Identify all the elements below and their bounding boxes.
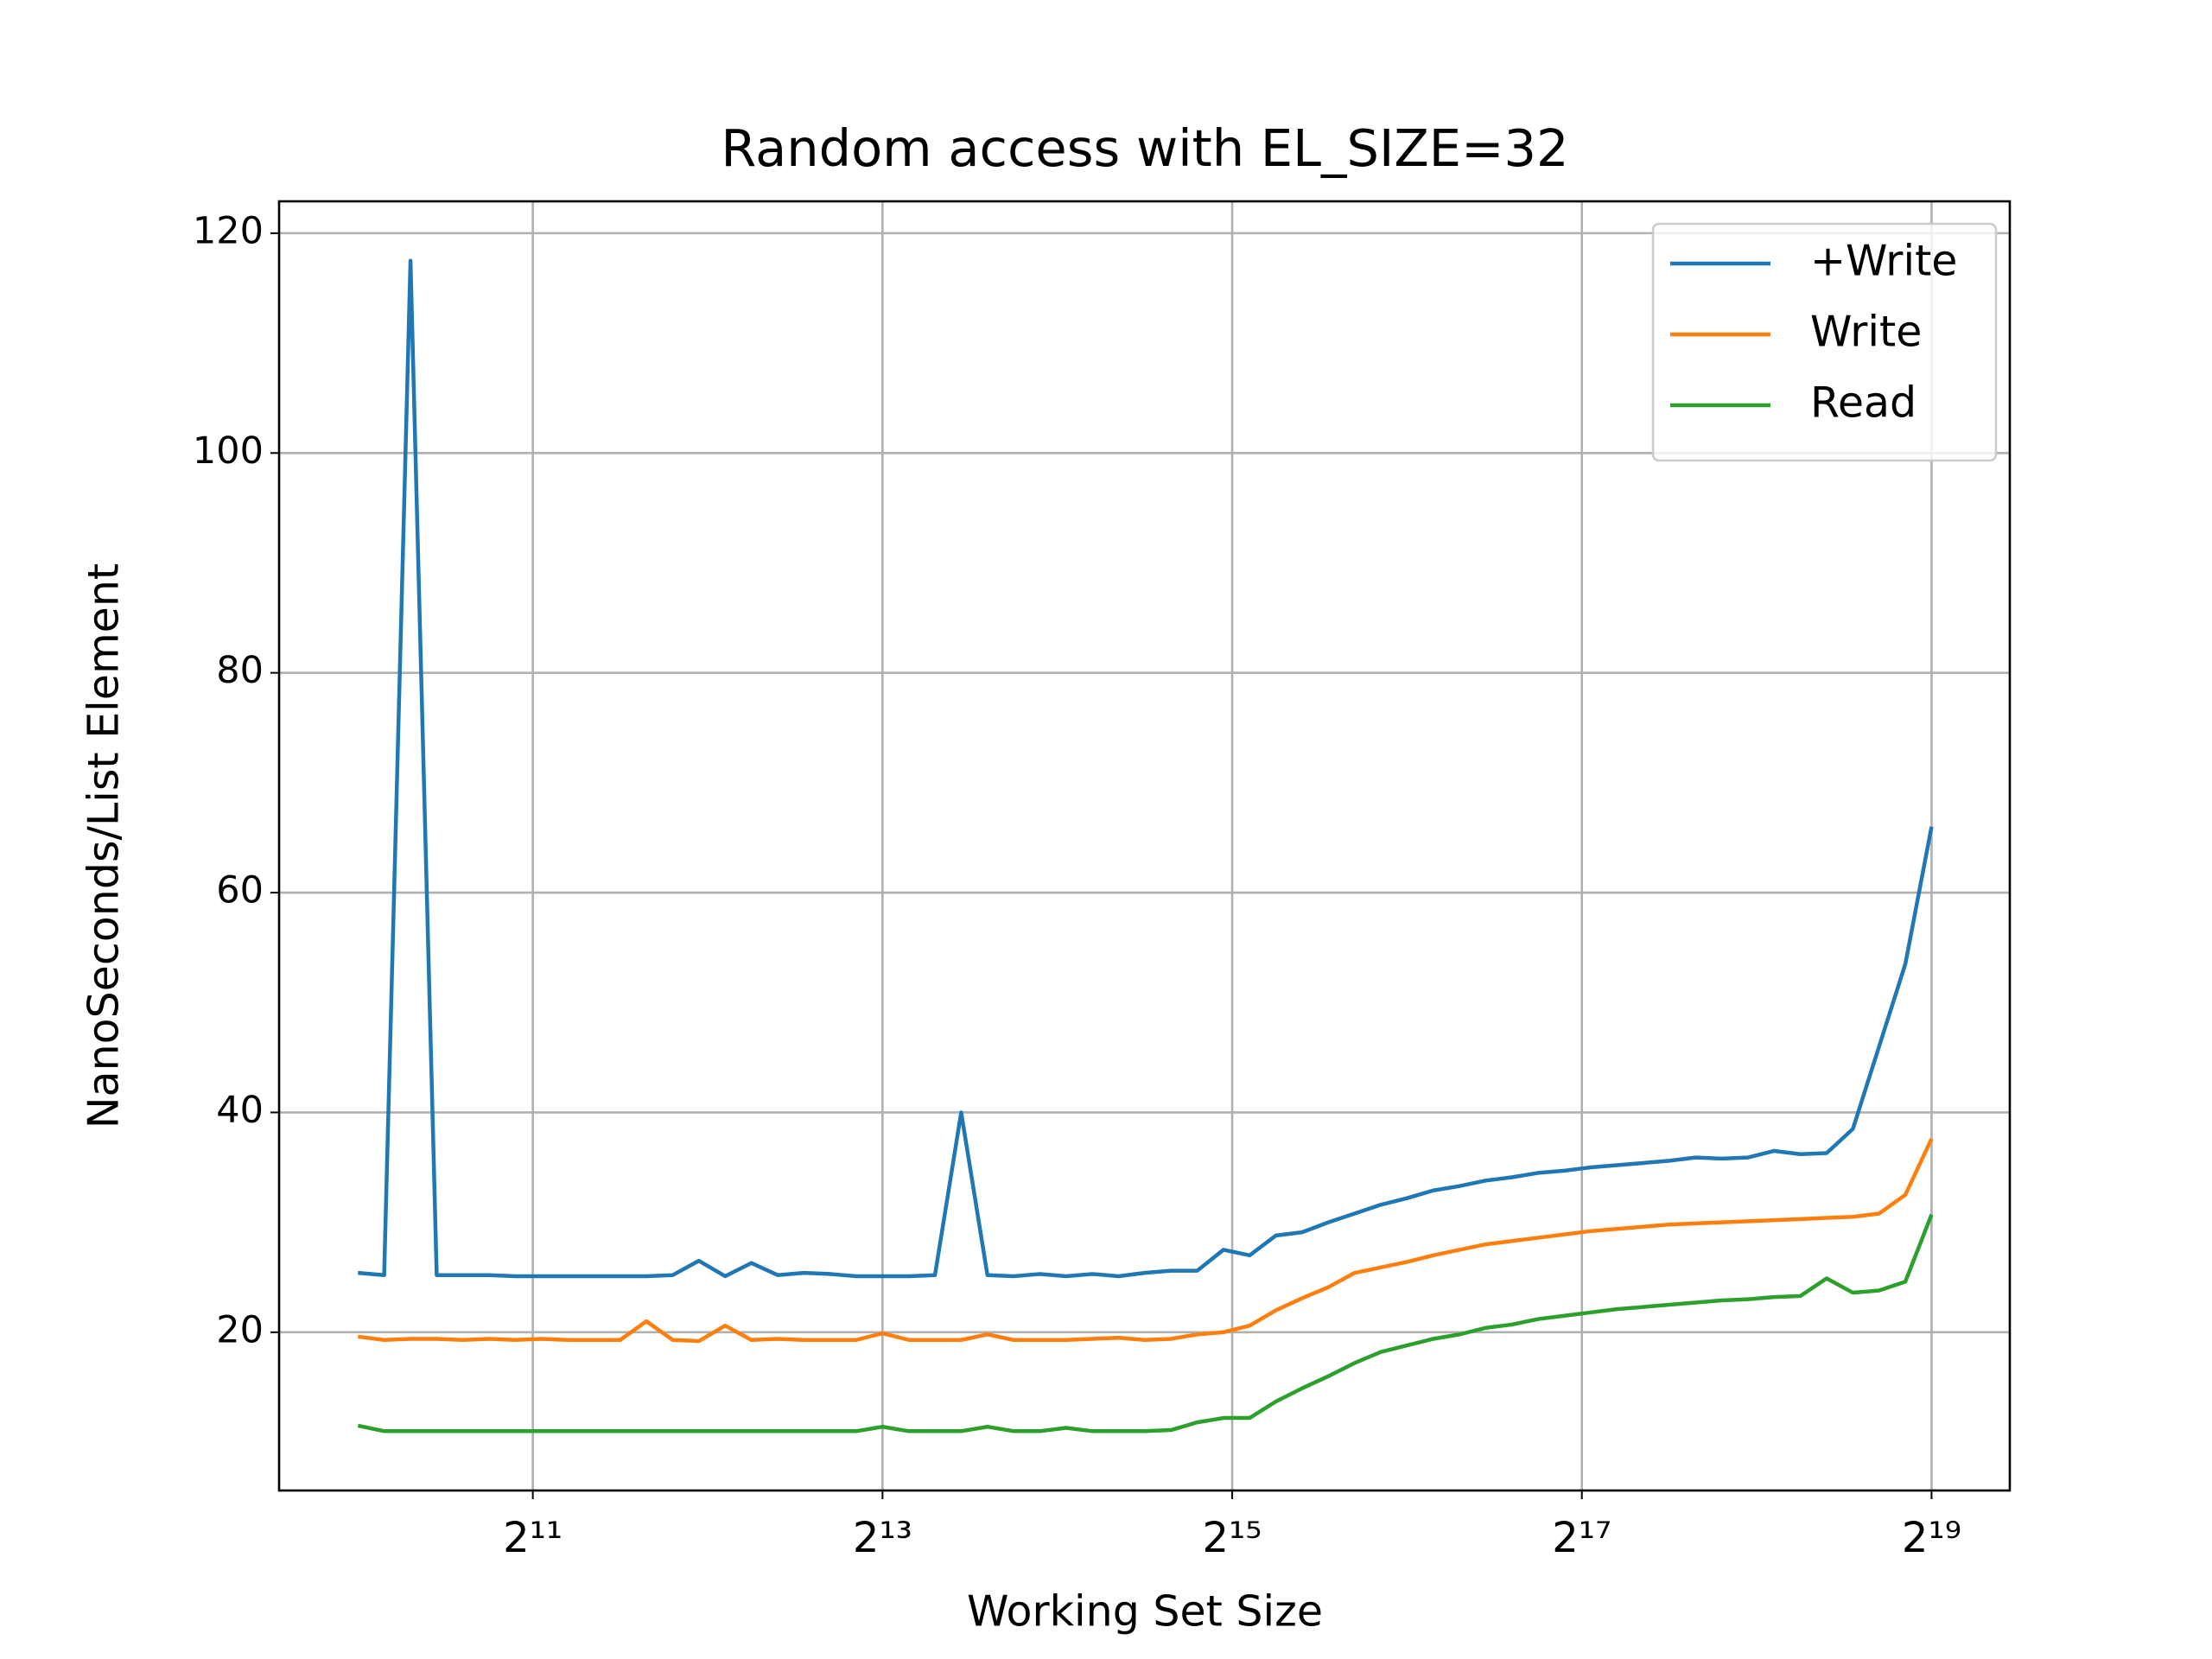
legend-label: Write (1810, 308, 1922, 357)
x-tick-label: 2¹⁹ (1902, 1514, 1961, 1562)
x-tick-label: 2¹³ (853, 1514, 912, 1562)
legend-box (1651, 222, 1998, 462)
x-tick-label: 2¹⁷ (1552, 1514, 1611, 1562)
chart-title: Random access with EL_SIZE=32 (721, 118, 1568, 178)
line-series (358, 258, 1934, 1279)
x-axis-label: Working Set Size (967, 1587, 1323, 1637)
y-tick-label: 120 (193, 209, 264, 252)
line-series (357, 1213, 1934, 1433)
legend-label: Read (1810, 378, 1916, 428)
grid (279, 201, 2010, 1491)
x-tick-label: 2¹⁵ (1203, 1514, 1262, 1562)
y-tick-label: 20 (216, 1308, 264, 1351)
x-tick-label: 2¹¹ (503, 1514, 563, 1562)
plot-frame (277, 200, 2012, 1492)
y-tick-label: 100 (193, 429, 264, 473)
line-series (358, 1138, 1934, 1344)
y-axis-label: NanoSeconds/List Element (79, 563, 129, 1128)
y-tick-label: 60 (216, 869, 264, 912)
y-tick-label: 40 (216, 1089, 264, 1132)
legend-label: +Write (1810, 237, 1957, 286)
y-tick-label: 80 (216, 649, 264, 692)
